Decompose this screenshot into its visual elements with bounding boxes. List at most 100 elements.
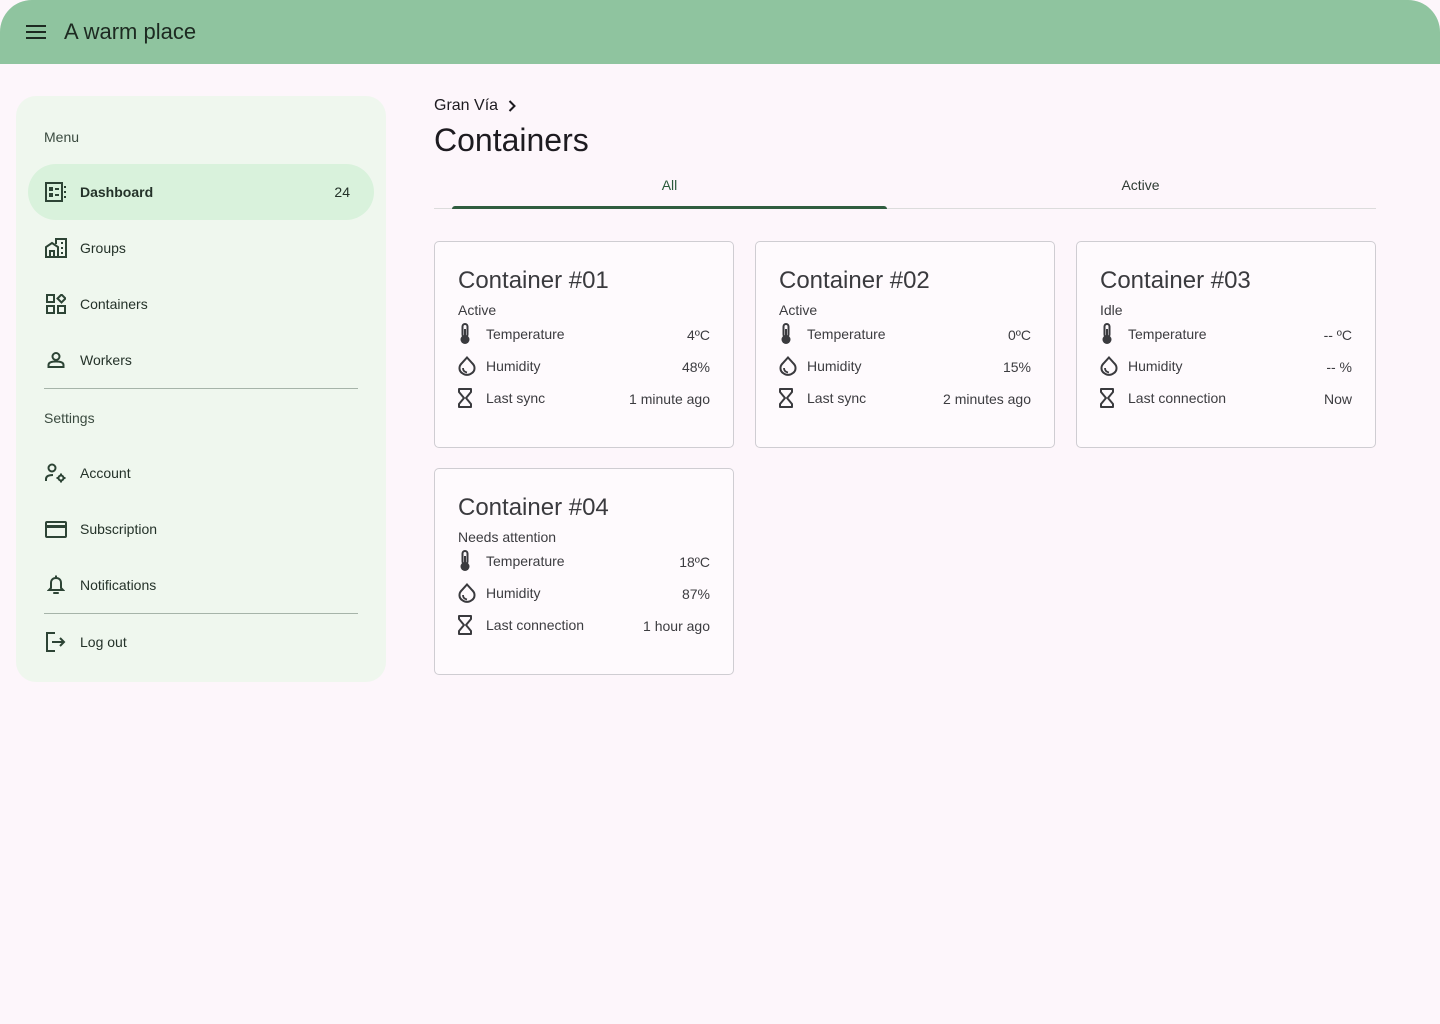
sync-row: Last connection 1 hour ago xyxy=(458,609,710,641)
metric-label: Humidity xyxy=(807,358,862,374)
hourglass-icon xyxy=(1100,387,1122,409)
metric-label: Last sync xyxy=(486,390,546,406)
metric-label: Humidity xyxy=(1128,358,1183,374)
breadcrumb: Gran Vía xyxy=(434,97,516,115)
bell-icon xyxy=(44,573,68,597)
breadcrumb-item[interactable]: Gran Vía xyxy=(434,97,499,114)
droplet-icon xyxy=(458,355,480,377)
temperature-value: 4ºC xyxy=(686,327,710,343)
sidebar-item-label: Subscription xyxy=(80,521,158,537)
menu-icon xyxy=(26,25,46,39)
humidity-row: Humidity 87% xyxy=(458,577,710,609)
hourglass-icon xyxy=(458,614,480,636)
humidity-row: Humidity 48% xyxy=(458,350,710,382)
hamburger-menu-button[interactable] xyxy=(16,12,56,52)
sync-row: Last sync 1 minute ago xyxy=(458,382,710,414)
hourglass-icon xyxy=(458,387,480,409)
sidebar-item-dashboard[interactable]: Dashboard 24 xyxy=(28,164,374,220)
temperature-row: Temperature 4ºC xyxy=(458,318,710,350)
sidebar-item-groups[interactable]: Groups xyxy=(28,220,374,276)
sidebar-item-label: Notifications xyxy=(80,577,157,593)
humidity-value: -- % xyxy=(1326,359,1352,375)
card-title: Container #02 xyxy=(779,267,930,294)
sidebar-divider xyxy=(44,388,358,389)
sidebar-item-label: Dashboard xyxy=(80,184,154,200)
droplet-icon xyxy=(458,582,480,604)
navigation-drawer: Menu Dashboard 24 xyxy=(16,96,386,682)
containers-icon xyxy=(44,292,68,316)
metric-label: Humidity xyxy=(486,358,541,374)
menu-section-label: Menu xyxy=(44,129,80,145)
tab-active[interactable]: Active xyxy=(1121,177,1160,193)
sidebar-item-notifications[interactable]: Notifications xyxy=(28,557,374,613)
sync-value: 1 minute ago xyxy=(629,391,710,407)
tab-all[interactable]: All xyxy=(434,164,905,209)
page-title: Containers xyxy=(434,122,589,158)
container-card[interactable]: Container #04 Needs attention Temperatur… xyxy=(434,468,734,675)
person-icon xyxy=(44,348,68,372)
sync-row: Last connection Now xyxy=(1100,382,1352,414)
thermometer-icon xyxy=(1100,323,1122,345)
sidebar-item-containers[interactable]: Containers xyxy=(28,276,374,332)
temperature-row: Temperature -- ºC xyxy=(1100,318,1352,350)
metric-label: Temperature xyxy=(1128,326,1207,342)
card-status: Active xyxy=(779,302,818,318)
card-status: Needs attention xyxy=(458,529,557,545)
droplet-icon xyxy=(1100,355,1122,377)
metric-label: Temperature xyxy=(807,326,886,342)
thermometer-icon xyxy=(458,323,480,345)
sidebar-item-subscription[interactable]: Subscription xyxy=(28,501,374,557)
metric-label: Humidity xyxy=(486,585,541,601)
humidity-row: Humidity 15% xyxy=(779,350,1031,382)
sidebar-item-label: Account xyxy=(80,465,131,481)
sidebar-item-logout[interactable]: Log out xyxy=(28,614,374,670)
sync-value: 1 hour ago xyxy=(643,618,710,634)
card-title: Container #03 xyxy=(1100,267,1251,294)
temperature-row: Temperature 18ºC xyxy=(458,545,710,577)
temperature-value: 0ºC xyxy=(1007,327,1031,343)
sidebar-item-label: Log out xyxy=(80,634,127,650)
thermometer-icon xyxy=(779,323,801,345)
card-status: Active xyxy=(458,302,497,318)
sidebar-item-label: Containers xyxy=(80,296,148,312)
sync-row: Last sync 2 minutes ago xyxy=(779,382,1031,414)
tab-bar: All Active xyxy=(434,164,1376,209)
groups-icon xyxy=(44,236,68,260)
dashboard-count-badge: 24 xyxy=(334,184,350,200)
metric-label: Last connection xyxy=(486,617,585,633)
temperature-value: 18ºC xyxy=(679,554,710,570)
account-settings-icon xyxy=(44,461,68,485)
metric-label: Temperature xyxy=(486,326,565,342)
temperature-row: Temperature 0ºC xyxy=(779,318,1031,350)
humidity-value: 15% xyxy=(1002,359,1031,375)
metric-label: Last connection xyxy=(1128,390,1227,406)
card-title: Container #01 xyxy=(458,267,609,294)
sync-value: Now xyxy=(1323,391,1352,407)
humidity-value: 48% xyxy=(681,359,710,375)
sidebar-item-label: Workers xyxy=(80,352,132,368)
card-status: Idle xyxy=(1100,302,1123,318)
droplet-icon xyxy=(779,355,801,377)
credit-card-icon xyxy=(44,517,68,541)
settings-section-label: Settings xyxy=(44,410,95,426)
temperature-value: -- ºC xyxy=(1323,327,1352,343)
sync-value: 2 minutes ago xyxy=(943,391,1031,407)
thermometer-icon xyxy=(458,550,480,572)
sidebar-item-account[interactable]: Account xyxy=(28,445,374,501)
container-card[interactable]: Container #03 Idle Temperature -- ºC Hum… xyxy=(1076,241,1376,448)
sidebar-divider xyxy=(44,613,358,614)
logout-icon xyxy=(44,630,68,654)
humidity-value: 87% xyxy=(681,586,710,602)
app-title: A warm place xyxy=(64,19,197,44)
metric-label: Last sync xyxy=(807,390,867,406)
chevron-right-icon xyxy=(508,100,516,112)
hourglass-icon xyxy=(779,387,801,409)
container-card[interactable]: Container #01 Active Temperature 4ºC Hum… xyxy=(434,241,734,448)
sidebar-item-label: Groups xyxy=(80,240,126,256)
dashboard-icon xyxy=(44,180,68,204)
sidebar-item-workers[interactable]: Workers xyxy=(28,332,374,388)
container-card[interactable]: Container #02 Active Temperature 0ºC Hum… xyxy=(755,241,1055,448)
humidity-row: Humidity -- % xyxy=(1100,350,1352,382)
metric-label: Temperature xyxy=(486,553,565,569)
